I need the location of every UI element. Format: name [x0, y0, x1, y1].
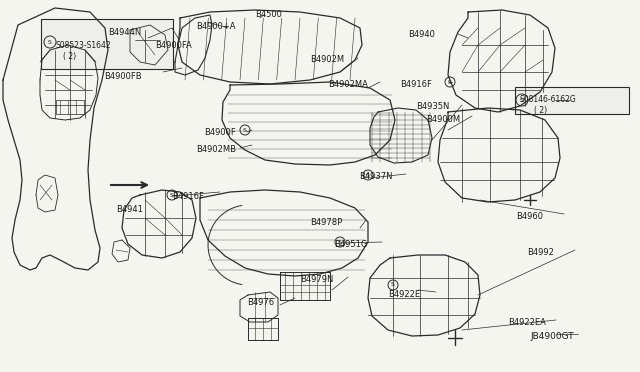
- Text: B4902M: B4902M: [310, 55, 344, 64]
- Text: S08523-S1642: S08523-S1642: [55, 41, 111, 50]
- Text: B4979N: B4979N: [300, 275, 333, 284]
- Text: B4960: B4960: [516, 212, 543, 221]
- Text: JB4900GT: JB4900GT: [530, 332, 573, 341]
- Text: B4941: B4941: [116, 205, 143, 214]
- Text: B4902MB: B4902MB: [196, 145, 236, 154]
- Text: B4940: B4940: [408, 30, 435, 39]
- Bar: [56, 100, 84, 114]
- Text: B4916F: B4916F: [172, 192, 204, 201]
- Text: B4944N: B4944N: [108, 28, 141, 37]
- Text: S08146-6162G: S08146-6162G: [520, 95, 577, 104]
- Text: B4916F: B4916F: [400, 80, 432, 89]
- Text: B4992: B4992: [527, 248, 554, 257]
- Text: B4500: B4500: [255, 10, 282, 19]
- Text: ( 2): ( 2): [63, 52, 76, 61]
- Text: B4937N: B4937N: [359, 172, 392, 181]
- Text: S: S: [338, 240, 342, 244]
- Text: S: S: [48, 39, 52, 45]
- Text: S: S: [391, 282, 395, 288]
- Text: B4900M: B4900M: [426, 115, 460, 124]
- Text: S: S: [243, 128, 247, 132]
- Text: B4902MA: B4902MA: [328, 80, 368, 89]
- Text: B4978P: B4978P: [310, 218, 342, 227]
- Text: B4922E: B4922E: [388, 290, 420, 299]
- Text: B4976: B4976: [247, 298, 274, 307]
- Text: S: S: [448, 80, 452, 84]
- FancyBboxPatch shape: [41, 19, 173, 69]
- FancyBboxPatch shape: [515, 87, 629, 114]
- Text: B4900+A: B4900+A: [196, 22, 236, 31]
- Text: B4951G: B4951G: [334, 240, 367, 249]
- Text: B4922EA: B4922EA: [508, 318, 546, 327]
- Text: S: S: [170, 192, 174, 198]
- Text: S: S: [520, 97, 524, 103]
- Text: S: S: [366, 173, 370, 177]
- Text: B4900F: B4900F: [204, 128, 236, 137]
- Text: B4900FA: B4900FA: [155, 41, 192, 50]
- Text: B4935N: B4935N: [416, 102, 449, 111]
- Text: ( 2): ( 2): [534, 106, 547, 115]
- Text: B4900FB: B4900FB: [104, 72, 141, 81]
